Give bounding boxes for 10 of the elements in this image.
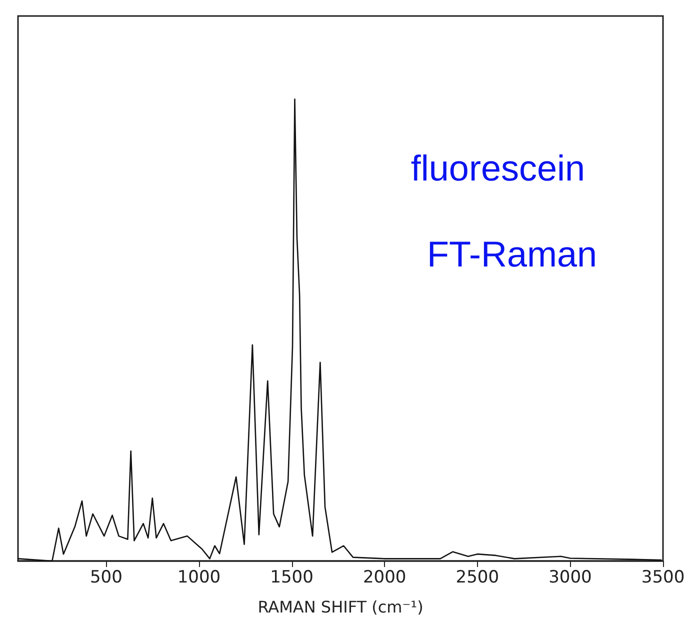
annotation: FT-Raman xyxy=(426,234,598,274)
x-tick-label: 3500 xyxy=(641,568,685,588)
x-tick-label: 1500 xyxy=(270,568,314,588)
x-tick-label: 2500 xyxy=(456,568,500,588)
x-tick-label: 1000 xyxy=(177,568,221,588)
x-axis-title: RAMAN SHIFT (cm⁻¹) xyxy=(258,598,424,616)
x-tick-label: 3000 xyxy=(548,568,592,588)
x-tick-label: 2000 xyxy=(362,568,406,588)
x-tick-label: 500 xyxy=(90,568,122,588)
annotation: fluorescein xyxy=(410,148,585,188)
